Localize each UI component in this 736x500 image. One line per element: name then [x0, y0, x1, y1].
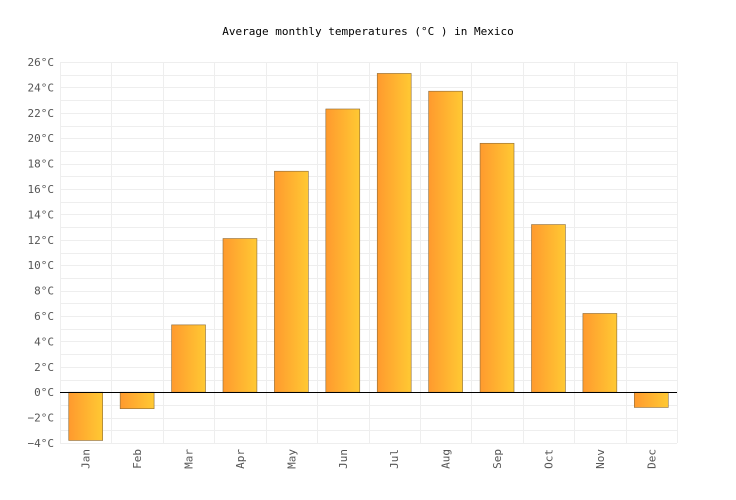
x-tick-label: Apr	[234, 449, 247, 469]
x-tick-label: Feb	[131, 449, 144, 469]
x-tick-label: Oct	[542, 449, 555, 469]
y-tick-label: 2°C	[34, 361, 54, 374]
plot-area: −4°C −2°C 0°C 2°C 4°C 6°C 8°C 10°C 12°C 14°C 16°C 1…	[28, 56, 678, 469]
y-tick-label: 24°C	[28, 81, 55, 94]
x-tick-label: Jun	[337, 449, 350, 469]
y-tick-label: 20°C	[28, 132, 55, 145]
bar-nov	[582, 313, 618, 393]
x-tick-label: Jan	[80, 449, 93, 469]
x-tick-label: Jul	[388, 449, 401, 469]
x-tick-label: Aug	[440, 449, 453, 469]
bar-aug	[428, 90, 463, 393]
y-tick-label: 14°C	[28, 208, 55, 221]
bar-feb	[119, 391, 155, 410]
y-tick-label: 8°C	[34, 285, 54, 298]
x-tick-label: May	[285, 449, 298, 469]
y-tick-label: 18°C	[28, 158, 55, 171]
x-tick-label: Sep	[491, 449, 504, 469]
y-tick-label: 0°C	[34, 386, 54, 399]
y-tick-label: 12°C	[28, 234, 55, 247]
bar-jun	[325, 108, 361, 393]
bar-mar	[171, 324, 206, 393]
y-tick-label: 22°C	[28, 107, 55, 120]
bar-sep	[479, 142, 515, 393]
bar-dec	[634, 391, 669, 408]
y-tick-label: −2°C	[28, 412, 55, 425]
y-tick-label: 26°C	[28, 56, 55, 69]
bar-apr	[222, 238, 258, 393]
y-tick-label: −4°C	[28, 437, 55, 450]
y-tick-label: 16°C	[28, 183, 55, 196]
x-tick-label: Mar	[183, 449, 196, 469]
y-tick-label: 6°C	[34, 310, 54, 323]
bar-jul	[376, 73, 412, 393]
y-tick-label: 4°C	[34, 335, 54, 348]
x-tick-label: Dec	[645, 449, 658, 469]
chart-title: Average monthly temperatures (°C ) in Me…	[222, 25, 513, 38]
y-tick-label: 10°C	[28, 259, 55, 272]
bar-jan	[68, 391, 103, 441]
x-tick-label: Nov	[594, 449, 607, 469]
bar-may	[274, 170, 309, 393]
bar-oct	[531, 224, 566, 393]
